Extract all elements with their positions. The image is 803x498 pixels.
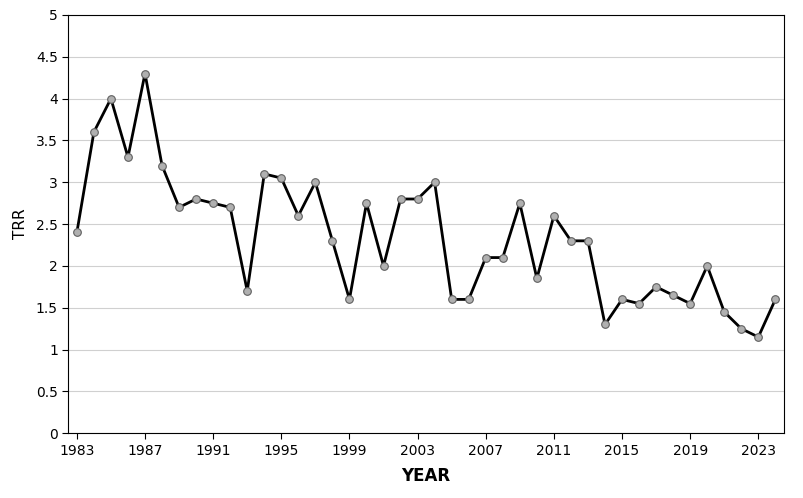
Y-axis label: TRR: TRR xyxy=(13,209,27,240)
X-axis label: YEAR: YEAR xyxy=(401,467,450,485)
